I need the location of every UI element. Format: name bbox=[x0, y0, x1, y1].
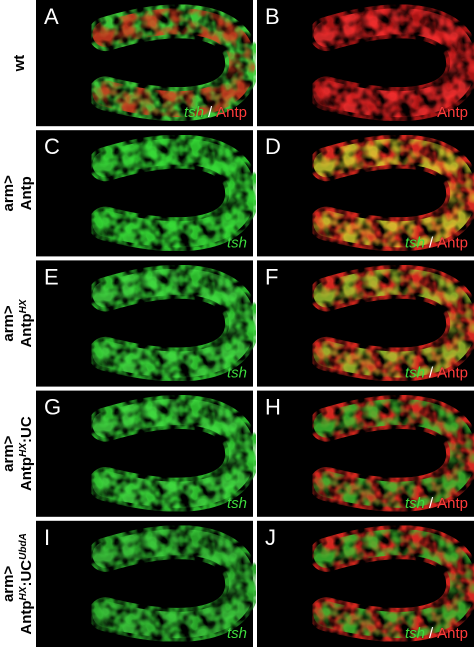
caption-segment: tsh bbox=[405, 234, 425, 251]
label-segment: HX bbox=[18, 442, 29, 457]
caption-segment: Antp bbox=[437, 495, 468, 512]
embryo-signal-overlay bbox=[92, 399, 256, 508]
caption-segment: tsh bbox=[405, 365, 425, 382]
caption-segment: tsh bbox=[227, 495, 247, 512]
caption-segment: Antp bbox=[437, 234, 468, 251]
embryo-signal-overlay bbox=[313, 529, 474, 638]
panel-caption: tsh / Antp bbox=[405, 365, 468, 382]
row-label-line: arm> bbox=[0, 566, 17, 603]
label-segment: Antp bbox=[18, 313, 35, 347]
embryo-signal-overlay bbox=[313, 8, 474, 117]
caption-segment: tsh bbox=[405, 625, 425, 642]
caption-segment: / bbox=[429, 625, 434, 642]
caption-segment: tsh bbox=[184, 104, 204, 121]
embryo-signal-overlay bbox=[92, 268, 256, 378]
panel-caption: tsh bbox=[227, 234, 247, 251]
embryo-signal-overlay bbox=[313, 138, 474, 248]
caption-segment: tsh bbox=[405, 495, 425, 512]
row-label-line: arm> bbox=[0, 175, 17, 212]
row-label-line: arm> bbox=[0, 435, 17, 472]
panel-letter: D bbox=[265, 134, 281, 159]
embryo-signal-overlay bbox=[92, 529, 256, 638]
label-segment: arm> bbox=[0, 305, 17, 342]
label-segment: HX bbox=[18, 298, 29, 313]
caption-segment: Antp bbox=[437, 365, 468, 382]
caption-segment: / bbox=[429, 234, 434, 251]
caption-segment: Antp bbox=[437, 104, 468, 121]
panel-caption: tsh bbox=[227, 495, 247, 512]
panel-caption: tsh / Antp bbox=[405, 625, 468, 642]
panel-letter: E bbox=[44, 264, 59, 289]
row-label: arm> AntpHX bbox=[0, 298, 35, 347]
panel-letter: C bbox=[44, 134, 60, 159]
row-label: wt bbox=[11, 55, 28, 73]
embryo-signal-overlay bbox=[313, 268, 474, 378]
label-segment: Antp bbox=[18, 176, 35, 210]
panel-letter: A bbox=[44, 4, 59, 29]
panel-caption: tsh bbox=[227, 365, 247, 382]
row-label: arm> Antp bbox=[0, 175, 35, 212]
row-label: arm>AntpHX:UCUbdA bbox=[0, 533, 35, 634]
row-label: arm>AntpHX:UC bbox=[0, 416, 35, 491]
row-label-line: AntpHX:UC bbox=[18, 416, 36, 491]
label-segment: arm> bbox=[0, 435, 17, 472]
caption-segment: tsh bbox=[227, 234, 247, 251]
panel-caption: Antp bbox=[437, 104, 468, 121]
embryo-signal-overlay bbox=[92, 8, 256, 117]
caption-segment: tsh bbox=[227, 365, 247, 382]
label-segment: wt bbox=[11, 55, 28, 73]
panel-caption: tsh / Antp bbox=[405, 234, 468, 251]
panel-letter: G bbox=[44, 395, 61, 420]
label-segment: Antp bbox=[18, 600, 35, 634]
panel-caption: tsh bbox=[227, 625, 247, 642]
label-segment: Antp bbox=[18, 457, 35, 491]
embryo-signal-overlay bbox=[313, 399, 474, 508]
row-label-line: arm> bbox=[0, 305, 17, 342]
label-segment: :UC bbox=[18, 560, 35, 587]
label-segment: UbdA bbox=[18, 533, 29, 560]
panel-letter: I bbox=[44, 525, 50, 550]
panel-letter: J bbox=[265, 525, 276, 550]
caption-segment: tsh bbox=[227, 625, 247, 642]
row-label-line: AntpHX bbox=[18, 298, 36, 347]
label-segment: :UC bbox=[18, 416, 35, 443]
label-segment: HX bbox=[18, 585, 29, 600]
panel-caption: tsh / Antp bbox=[405, 495, 468, 512]
label-segment: arm> bbox=[0, 175, 17, 212]
embryo-signal-overlay bbox=[92, 138, 256, 248]
panel-letter: B bbox=[265, 4, 280, 29]
panel-letter: F bbox=[265, 264, 278, 289]
caption-segment: Antp bbox=[437, 625, 468, 642]
caption-segment: Antp bbox=[216, 104, 247, 121]
panel-letter: H bbox=[265, 395, 281, 420]
caption-segment: / bbox=[208, 104, 213, 121]
label-segment: arm> bbox=[0, 566, 17, 603]
row-label-line: Antp bbox=[18, 176, 35, 210]
row-label-line: AntpHX:UCUbdA bbox=[18, 533, 36, 634]
caption-segment: / bbox=[429, 495, 434, 512]
micrograph-panel: B Antp bbox=[257, 0, 474, 127]
row-label-line: wt bbox=[11, 55, 28, 73]
panel-caption: tsh / Antp bbox=[184, 104, 247, 121]
caption-segment: / bbox=[429, 365, 434, 382]
